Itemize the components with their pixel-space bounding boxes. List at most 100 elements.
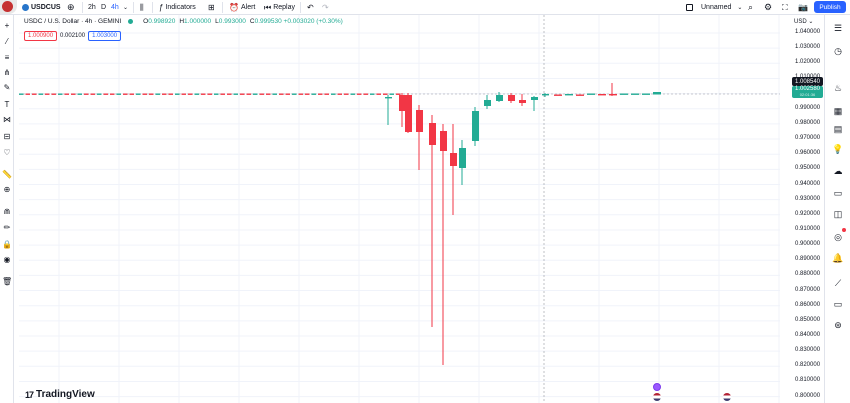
timeframe-4h-button[interactable]: 4h [111,4,119,11]
notifications-icon[interactable]: ◫ [833,209,843,219]
lock-icon[interactable]: 🔒 [2,240,12,249]
publish-button[interactable]: Publish [814,1,846,13]
watchlist-icon[interactable]: ☰ [833,23,843,33]
layout-checkbox-icon [686,4,693,11]
sell-price-button[interactable]: 1.000900 [24,31,58,41]
trend-line-icon[interactable]: ⁄ [6,37,8,46]
zoom-in-icon[interactable]: ⊕ [3,185,11,194]
price-tick-label: 0.900000 [795,241,821,248]
pitchfork-icon[interactable]: ⋔ [3,68,11,77]
candle [175,93,180,95]
candle [51,93,56,95]
forecast-icon[interactable]: ⊟ [3,132,11,141]
trend-chart-icon[interactable]: ⟋ [834,278,842,288]
price-tick-label: 0.800000 [795,392,821,399]
candle [71,93,76,95]
price-tick-label: 0.880000 [795,271,821,278]
timeframe-d-button[interactable]: D [101,4,107,11]
pattern-icon[interactable]: ⋈ [3,115,11,124]
streams-icon[interactable]: ▭ [833,188,843,198]
price-axis[interactable]: 1.0400001.0300001.0200001.0100001.000000… [780,15,824,403]
candle-style-icon[interactable]: ⫼ [140,2,144,12]
timeframe-2h-button[interactable]: 2h [88,4,96,11]
help-icon[interactable]: ⊛ [834,320,842,330]
candle [344,93,349,95]
candle-body [459,148,466,168]
event-flash-icon[interactable] [653,383,661,391]
templates-grid-icon[interactable]: ⊞ [208,3,215,12]
candle [38,93,43,95]
horizontal-lines-icon[interactable]: ≡ [4,53,10,62]
candle [207,93,212,95]
compare-add-icon[interactable]: ⊕ [67,2,75,12]
candle [194,93,199,95]
news-icon[interactable]: ▤ [833,124,843,134]
candle-body [576,94,584,96]
indicators-button[interactable]: ƒ Indicators [159,3,196,12]
buy-price-button[interactable]: 1.003000 [88,31,122,41]
candle [123,93,128,95]
data-window-icon[interactable]: ▭ [833,299,843,309]
candle-body [554,94,562,96]
legend-high: 1.000000 [184,18,212,25]
magnet-icon[interactable]: ⋒ [3,207,11,216]
price-tick-label: 0.920000 [795,210,821,217]
tradingview-logo[interactable]: 17 TradingView [25,389,95,400]
undo-icon[interactable]: ↶ [307,3,314,12]
candle [155,93,160,95]
candle [266,93,271,95]
candle [285,93,290,95]
text-tool-icon[interactable]: T [4,100,10,109]
price-tick-label: 0.850000 [795,316,821,323]
heart-icon[interactable]: ♡ [3,148,11,157]
replay-button[interactable]: ⏮ Replay [264,2,295,12]
trash-icon[interactable]: 🗑 [2,277,13,286]
user-avatar[interactable] [0,0,17,14]
eye-icon[interactable]: ◉ [3,255,11,264]
price-tick-label: 0.950000 [795,165,821,172]
symbol-search-button[interactable]: USDCUS [22,2,61,13]
price-tick-label: 0.980000 [795,119,821,126]
candle [363,93,368,95]
candle [259,93,264,95]
candle [181,93,186,95]
current-price-tag: 1.002580 02:01:36 [792,86,823,98]
candle-body [484,100,491,106]
camera-snapshot-icon[interactable]: 📷 [798,3,808,12]
candle [318,93,323,95]
crosshair-icon[interactable]: + [4,21,10,30]
hotlists-flame-icon[interactable]: ♨ [833,83,843,93]
price-tick-label: 0.840000 [795,332,821,338]
ideas-lightbulb-icon[interactable]: 💡 [832,144,844,154]
alerts-clock-icon[interactable]: ◷ [834,46,842,56]
candle [64,93,69,95]
alert-button[interactable]: ⏰ Alert [229,3,256,12]
timeframe-chevron-down-icon[interactable]: ⌄ [123,5,129,11]
calendar-icon[interactable]: ▦ [833,106,843,116]
ruler-icon[interactable]: 📏 [2,170,12,179]
redo-icon[interactable]: ↷ [322,3,329,12]
price-tick-label: 0.990000 [795,104,821,111]
brush-icon[interactable]: ✎ [3,83,11,92]
candle-body [385,97,392,99]
layout-name-button[interactable]: Unnamed ⌄ [686,2,742,13]
candle [220,93,225,95]
candlestick-chart[interactable] [19,15,780,403]
price-tick-label: 0.820000 [795,362,821,369]
currency-selector[interactable]: USD ⌄ [794,19,814,25]
bell-icon[interactable]: 🔔 [832,253,844,263]
search-icon[interactable]: ⌕ [748,2,754,12]
us-flag-event-icon[interactable] [653,393,661,401]
fullscreen-icon[interactable]: ⛶ [782,2,788,12]
widget-sidebar: ☰ ◷ ♨ ▦ ▤ 💡 ☁ ▭ ◫ ◎ 🔔 ⟋ ▭ ⊛ [824,15,850,403]
us-flag-event-icon[interactable] [723,393,731,401]
chat-icon[interactable]: ☁ [833,166,843,176]
market-open-status-icon [128,19,134,24]
candle [168,93,173,95]
lock-drawings-icon[interactable]: ✏ [3,223,11,232]
candle-body [642,93,650,95]
broadcast-icon[interactable]: ◎ [834,232,842,242]
settings-gear-icon[interactable]: ⚙ [764,2,773,12]
price-tick-label: 0.930000 [795,195,821,202]
candle-body [472,111,479,141]
